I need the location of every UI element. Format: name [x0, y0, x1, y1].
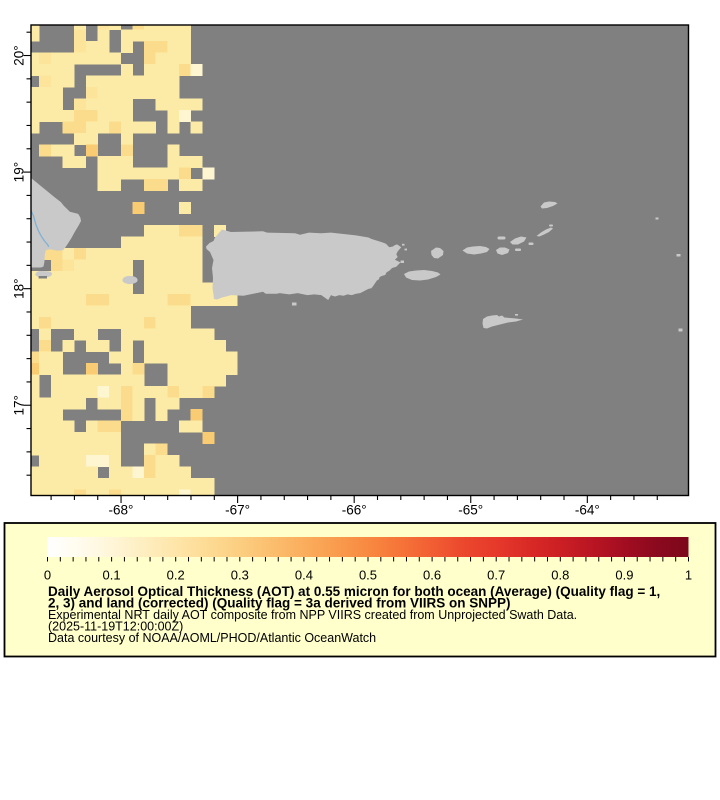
svg-text:1: 1 [685, 568, 692, 583]
svg-text:-67°: -67° [225, 503, 250, 518]
svg-text:0.3: 0.3 [231, 568, 249, 583]
svg-text:0: 0 [44, 568, 51, 583]
svg-text:Experimental NRT daily AOT com: Experimental NRT daily AOT composite fro… [48, 608, 577, 622]
svg-text:0.2: 0.2 [167, 568, 185, 583]
svg-text:19°: 19° [12, 162, 27, 182]
svg-text:Daily Aerosol Optical Thicknes: Daily Aerosol Optical Thickness (AOT) at… [48, 584, 660, 599]
svg-text:0.4: 0.4 [295, 568, 313, 583]
svg-text:-64°: -64° [575, 503, 600, 518]
svg-text:(2025-11-19T12:00:00Z): (2025-11-19T12:00:00Z) [48, 620, 183, 634]
svg-text:0.8: 0.8 [551, 568, 569, 583]
svg-text:20°: 20° [12, 45, 27, 65]
svg-text:0.6: 0.6 [423, 568, 441, 583]
svg-text:-65°: -65° [458, 503, 483, 518]
svg-text:0.5: 0.5 [359, 568, 377, 583]
svg-text:0.1: 0.1 [103, 568, 121, 583]
svg-text:-66°: -66° [342, 503, 367, 518]
svg-text:2, 3) and land (corrected) (Qu: 2, 3) and land (corrected) (Quality flag… [48, 596, 510, 611]
svg-text:17°: 17° [12, 395, 27, 415]
svg-text:0.9: 0.9 [615, 568, 633, 583]
svg-text:Data courtesy of NOAA/AOML/PHO: Data courtesy of NOAA/AOML/PHOD/Atlantic… [48, 631, 376, 645]
svg-text:18°: 18° [12, 278, 27, 298]
svg-text:0.7: 0.7 [487, 568, 505, 583]
svg-text:-68°: -68° [109, 503, 134, 518]
